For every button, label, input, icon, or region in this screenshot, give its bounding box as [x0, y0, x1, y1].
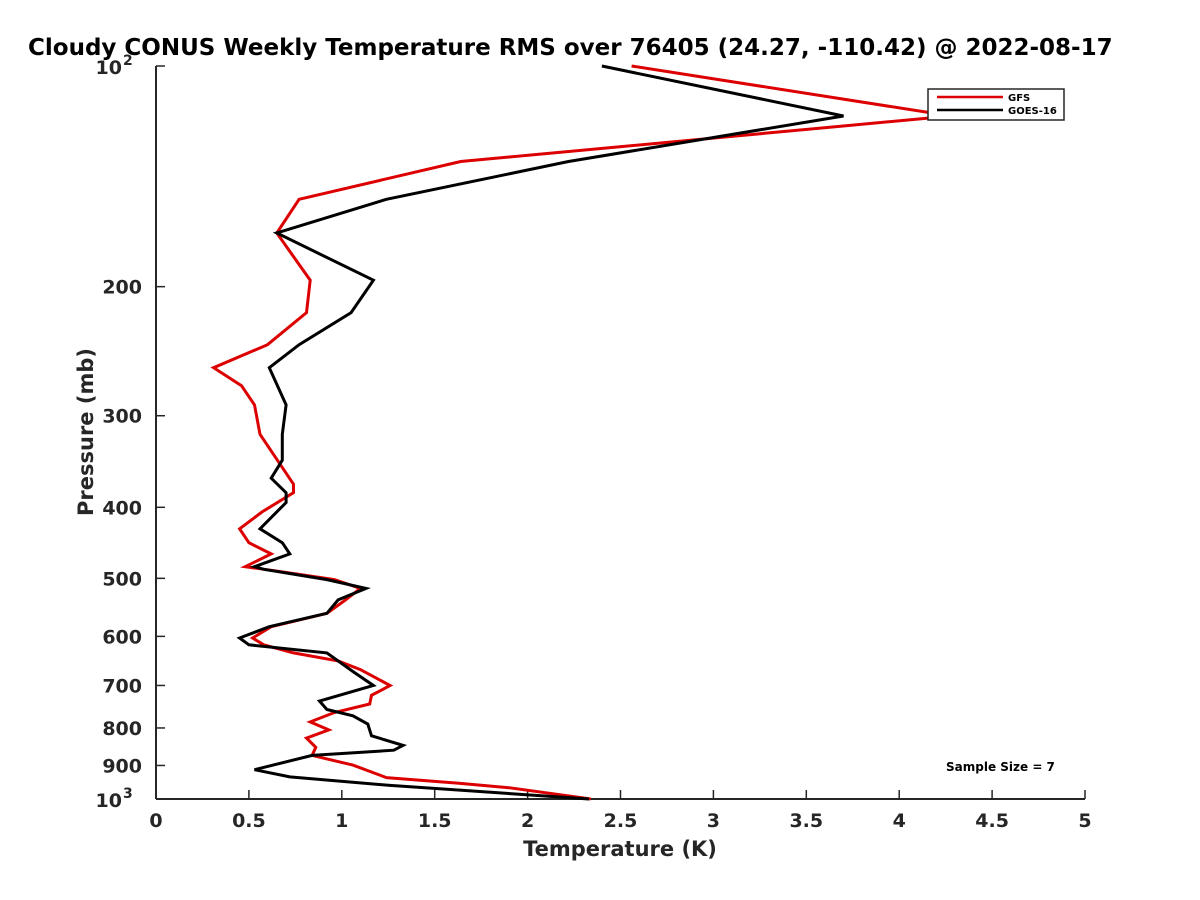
y-tick-exponent: 2 — [123, 53, 133, 69]
x-tick-label: 0 — [149, 810, 162, 832]
x-tick-label: 0.5 — [232, 810, 266, 832]
y-tick-label: 600 — [102, 626, 142, 648]
x-axis-ticks: 0 0.5 1 1.5 2 2.5 3 3.5 4 4.5 5 — [149, 790, 1092, 832]
y-tick-exponent: 3 — [123, 786, 133, 802]
x-tick-label: 5 — [1078, 810, 1091, 832]
y-tick-label: 300 — [102, 406, 142, 428]
y-tick-label: 10 — [96, 790, 122, 812]
x-axis-title: Temperature (K) — [523, 837, 717, 861]
y-tick-label: 500 — [102, 568, 142, 590]
legend-box — [927, 88, 1065, 121]
y-tick-label: 900 — [102, 755, 142, 777]
legend-label-gfs: GFS — [1008, 93, 1030, 104]
y-tick-label: 200 — [102, 277, 142, 299]
x-tick-label: 1 — [335, 810, 348, 832]
x-tick-label: 4.5 — [975, 810, 1009, 832]
y-tick-label: 800 — [102, 718, 142, 740]
x-tick-label: 4 — [893, 810, 906, 832]
sample-size-annotation: Sample Size = 7 — [946, 760, 1055, 774]
series-lines — [210, 64, 952, 801]
y-tick-label: 700 — [102, 675, 142, 697]
chart-title: Cloudy CONUS Weekly Temperature RMS over… — [28, 35, 1113, 61]
x-tick-label: 3.5 — [789, 810, 823, 832]
y-tick-label: 400 — [102, 497, 142, 519]
y-axis-title: Pressure (mb) — [74, 348, 98, 516]
x-tick-label: 2 — [521, 810, 534, 832]
legend: GFS GOES-16 — [927, 88, 1065, 121]
x-tick-label: 3 — [707, 810, 720, 832]
plot-area — [156, 66, 1085, 799]
legend-label-goes-16: GOES-16 — [1008, 106, 1057, 117]
series-line-goes-16 — [236, 64, 844, 801]
x-tick-label: 1.5 — [418, 810, 452, 832]
x-tick-label: 2.5 — [604, 810, 638, 832]
y-tick-label: 10 — [96, 57, 122, 79]
